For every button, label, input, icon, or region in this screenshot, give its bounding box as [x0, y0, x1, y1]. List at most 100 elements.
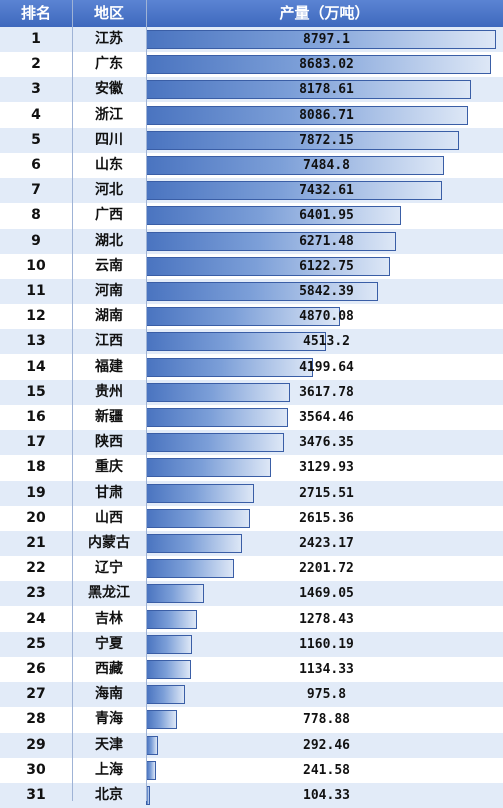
table-row: 14 福建 4199.64: [0, 354, 503, 380]
region-cell: 青海: [95, 711, 123, 728]
rank-cell: 1: [31, 31, 41, 47]
value-label: 6271.48: [299, 233, 354, 249]
table-row: 13 江西 4513.2: [0, 329, 503, 355]
value-label: 5842.39: [299, 284, 354, 299]
table-header: 排名 地区 产量（万吨）: [0, 0, 503, 28]
table-row: 9 湖北 6271.48: [0, 228, 503, 254]
value-label: 1278.43: [299, 611, 354, 627]
table-row: 1 江苏 8797.1: [0, 27, 503, 52]
rank-cell: 28: [26, 711, 46, 728]
value-label: 1134.33: [299, 662, 354, 677]
rank-cell: 31: [26, 787, 46, 803]
value-label: 2715.51: [299, 485, 354, 501]
rank-cell: 11: [26, 283, 46, 299]
value-column-header: 产量（万吨）: [279, 4, 370, 22]
table-row: 26 西藏 1134.33: [0, 657, 503, 682]
value-label: 1160.19: [299, 636, 354, 652]
table-row: 31 北京 104.33: [0, 783, 503, 808]
table-row: 17 陕西 3476.35: [0, 430, 503, 456]
rank-cell: 6: [31, 157, 41, 173]
rank-cell: 10: [26, 257, 46, 274]
region-cell: 内蒙古: [88, 535, 130, 551]
rank-cell: 9: [31, 232, 41, 249]
region-cell: 上海: [95, 761, 123, 778]
table-row: 7 河北 7432.61: [0, 178, 503, 204]
table-row: 19 甘肃 2715.51: [0, 480, 503, 506]
value-label: 7432.61: [299, 183, 354, 199]
value-label: 2615.36: [299, 510, 354, 526]
rank-cell: 21: [26, 535, 46, 551]
region-cell: 宁夏: [95, 635, 123, 652]
region-cell: 安徽: [95, 81, 123, 98]
region-cell: 江苏: [95, 31, 123, 47]
region-cell: 天津: [95, 736, 123, 753]
table-row: 12 湖南 4870.08: [0, 304, 503, 330]
table-row: 3 安徽 8178.61: [0, 77, 503, 103]
region-cell: 贵州: [95, 383, 123, 400]
rank-cell: 3: [31, 81, 41, 98]
rank-cell: 7: [31, 182, 41, 199]
rank-cell: 30: [26, 761, 46, 778]
region-cell: 重庆: [95, 459, 123, 476]
table-row: 15 贵州 3617.78: [0, 379, 503, 405]
region-cell: 浙江: [95, 106, 123, 123]
value-label: 3476.35: [299, 435, 354, 451]
region-cell: 西藏: [95, 661, 123, 677]
rank-column-header: 排名: [20, 4, 51, 22]
table-row: 10 云南 6122.75: [0, 253, 503, 279]
rank-cell: 17: [26, 434, 46, 451]
table-row: 20 山西 2615.36: [0, 505, 503, 531]
value-label: 6122.75: [299, 258, 354, 274]
region-cell: 吉林: [95, 610, 123, 627]
table-row: 27 海南 975.8: [0, 682, 503, 708]
value-label: 7872.15: [299, 132, 354, 148]
value-label: 3564.46: [299, 410, 354, 425]
value-label: 4199.64: [299, 359, 354, 375]
value-label: 104.33: [303, 788, 350, 803]
table-row: 6 山东 7484.8: [0, 153, 503, 178]
rank-cell: 24: [26, 610, 46, 627]
value-label: 8178.61: [299, 82, 354, 98]
rank-cell: 18: [26, 459, 46, 476]
region-cell: 黑龙江: [88, 585, 130, 602]
value-label: 4870.08: [299, 309, 354, 325]
region-cell: 辽宁: [95, 560, 123, 577]
rank-cell: 4: [31, 106, 41, 123]
rank-cell: 29: [26, 736, 46, 753]
rank-cell: 12: [26, 308, 46, 325]
value-label: 975.8: [306, 687, 347, 703]
rank-cell: 25: [26, 635, 46, 652]
column-divider: [72, 0, 73, 801]
region-cell: 云南: [95, 257, 123, 274]
value-label: 8797.1: [303, 32, 350, 47]
table-row: 23 黑龙江 1469.05: [0, 581, 503, 607]
rank-cell: 19: [26, 484, 46, 501]
rank-cell: 27: [26, 686, 46, 703]
table-row: 30 上海 241.58: [0, 757, 503, 783]
region-cell: 湖南: [95, 308, 123, 325]
value-label: 2201.72: [299, 561, 354, 577]
value-label: 1469.05: [299, 586, 354, 602]
column-divider: [146, 0, 147, 801]
table-row: 4 浙江 8086.71: [0, 102, 503, 128]
region-cell: 山东: [95, 157, 123, 173]
region-cell: 河南: [95, 283, 123, 299]
table-row: 21 内蒙古 2423.17: [0, 531, 503, 556]
table-row: 18 重庆 3129.93: [0, 455, 503, 481]
value-label: 4513.2: [303, 334, 350, 350]
value-label: 3617.78: [299, 384, 354, 400]
rank-cell: 8: [31, 207, 41, 224]
region-cell: 甘肃: [95, 484, 123, 501]
rank-cell: 20: [26, 509, 46, 526]
rank-cell: 2: [31, 56, 41, 73]
table-row: 8 广西 6401.95: [0, 203, 503, 229]
value-label: 8086.71: [299, 107, 354, 123]
value-label: 7484.8: [303, 158, 350, 173]
value-label: 2423.17: [299, 536, 354, 551]
region-cell: 陕西: [95, 434, 123, 451]
value-label: 241.58: [303, 762, 350, 778]
value-label: 778.88: [303, 712, 350, 728]
region-cell: 山西: [95, 509, 123, 526]
region-cell: 江西: [95, 333, 123, 350]
rank-cell: 13: [26, 333, 46, 350]
